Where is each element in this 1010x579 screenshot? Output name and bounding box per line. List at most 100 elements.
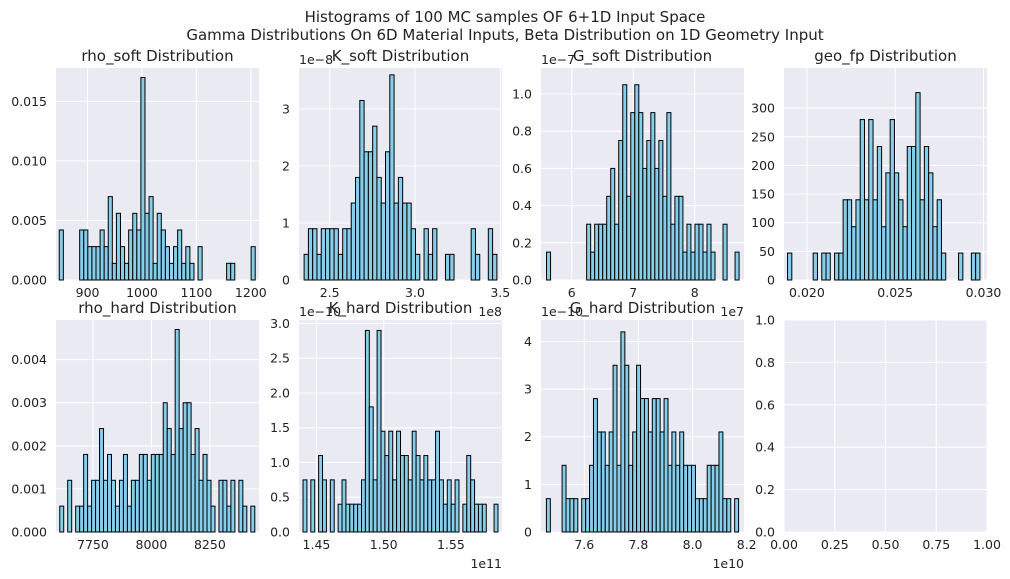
histogram-bar (842, 199, 848, 281)
histogram-bar (614, 223, 620, 281)
x-tick-label: 8.2 (737, 537, 757, 552)
histogram-bar (154, 453, 160, 533)
y-offset-label: 1e−10 (541, 304, 583, 319)
histogram-bar (95, 246, 101, 281)
histogram-bar (454, 479, 460, 533)
histogram-bar (902, 226, 908, 281)
histogram-bar (462, 503, 468, 533)
x-offset-label: 1e7 (720, 304, 744, 319)
x-tick-label: 8000 (136, 537, 168, 552)
figure-title-line2: Gamma Distributions On 6D Material Input… (186, 26, 824, 44)
histogram-bar (346, 228, 352, 281)
histogram-bar (679, 431, 685, 533)
histogram-bar (91, 479, 97, 533)
x-tick-label: 8250 (194, 537, 226, 552)
histogram-bar (250, 246, 256, 281)
histogram-bar (626, 195, 632, 281)
histogram-bar (337, 253, 344, 281)
histogram-bar (152, 262, 158, 281)
histogram-bar (590, 251, 596, 281)
histogram-bar (481, 503, 487, 533)
y-tick-label: 50 (759, 244, 775, 259)
histogram-bar (670, 223, 676, 281)
y-tick-label: 3.0 (270, 316, 290, 331)
histogram-bar (474, 253, 481, 281)
histogram-bar (682, 251, 688, 281)
x-tick-label: 0.020 (789, 285, 825, 300)
histogram-bar (666, 112, 672, 281)
histogram-bar (415, 455, 421, 533)
histogram-bar (932, 226, 938, 281)
histogram-bar (702, 251, 708, 281)
histogram-bar (318, 455, 324, 533)
histogram-bar (91, 246, 97, 281)
histogram-bar (710, 251, 716, 281)
subplot-title: G_hard Distribution (570, 299, 716, 318)
histogram-bar (357, 503, 363, 533)
histogram-bar (427, 253, 434, 281)
histogram-bar (310, 479, 316, 533)
histogram-bar (303, 253, 309, 281)
y-tick-label: 0.000 (11, 273, 47, 288)
histogram-bar (170, 453, 176, 533)
histogram-bar (846, 199, 853, 281)
y-tick-label: 0.4 (755, 440, 775, 455)
histogram-bar (380, 202, 387, 281)
histogram-bar (628, 464, 634, 533)
histogram-bar (95, 479, 101, 533)
histogram-bar (107, 453, 112, 533)
y-tick-label: 0 (282, 273, 290, 288)
histogram-bar (400, 455, 405, 533)
histogram-bar (115, 212, 121, 281)
y-tick-label: 2.0 (270, 385, 290, 400)
x-tick-label: 1000 (126, 285, 158, 300)
histogram-bar (970, 252, 977, 281)
y-tick-label: 0.003 (11, 395, 47, 410)
x-tick-label: 0.030 (966, 285, 1002, 300)
histogram-bar (647, 431, 653, 533)
histogram-bar (936, 199, 942, 281)
x-offset-label: 1e11 (470, 556, 502, 571)
histogram-bar (594, 223, 600, 281)
histogram-bar (636, 364, 642, 533)
histogram-bar (320, 228, 327, 281)
histogram-bar (364, 329, 370, 533)
y-tick-label: 100 (751, 215, 775, 230)
histogram-bar (600, 431, 606, 533)
histogram-bar (198, 479, 204, 533)
x-tick-label: 1.50 (370, 537, 398, 552)
histogram-bar (726, 498, 732, 533)
histogram-bar (812, 252, 818, 281)
y-tick-label: 1.0 (755, 313, 775, 328)
histogram-bar (876, 145, 883, 281)
histogram-bar (410, 228, 416, 281)
histogram-bar (345, 503, 351, 533)
histogram-bar (329, 228, 335, 281)
histogram-bar (634, 84, 640, 281)
histogram-bar (493, 503, 499, 533)
histogram-bar (477, 503, 483, 533)
histogram-bar (586, 223, 592, 281)
histogram-bar (178, 428, 184, 533)
histogram-bar (363, 151, 369, 281)
histogram-bar (604, 464, 610, 533)
histogram-bar (561, 464, 567, 533)
histogram-bar (940, 252, 947, 281)
histogram-bar (449, 253, 455, 281)
histogram-bar (75, 505, 81, 533)
histogram-bar (206, 479, 212, 533)
histogram-bar (156, 212, 162, 281)
histogram-bar (470, 228, 476, 281)
histogram-bar (103, 479, 109, 533)
histogram-bar (466, 455, 472, 533)
histogram-bar (911, 145, 917, 281)
histogram-bar (638, 112, 644, 281)
histogram-bar (872, 199, 878, 281)
histogram-bar (923, 145, 930, 281)
histogram-bar (450, 503, 456, 533)
histogram-bar (140, 77, 146, 281)
histogram-bar (126, 505, 132, 533)
histogram-bar (706, 223, 712, 281)
histogram-bar (79, 505, 85, 533)
